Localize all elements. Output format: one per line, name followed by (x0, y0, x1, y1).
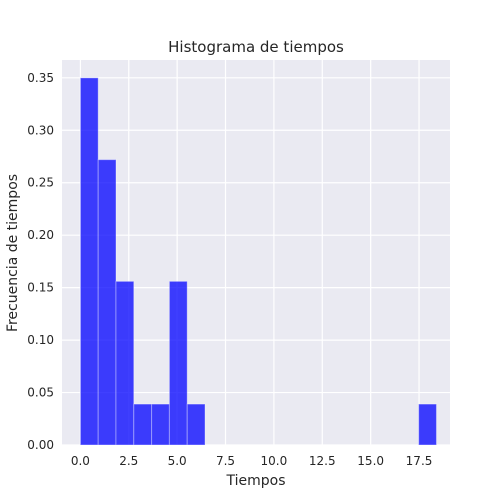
x-tick-label: 17.5 (406, 454, 433, 468)
y-axis-label: Frecuencia de tiempos (5, 174, 21, 332)
histogram-bar (133, 403, 153, 446)
x-axis-label: Tiempos (225, 473, 285, 489)
y-tick-label: 0.35 (27, 71, 54, 85)
y-tick-label: 0.10 (27, 333, 54, 347)
x-tick-label: 5.0 (168, 454, 187, 468)
y-tick-label: 0.05 (27, 386, 54, 400)
x-axis-ticks: 0.0 2.5 5.0 7.5 10.0 12.5 15.0 17.5 (71, 454, 433, 468)
x-tick-label: 12.5 (309, 454, 336, 468)
x-tick-label: 0.0 (71, 454, 90, 468)
x-tick-label: 7.5 (216, 454, 235, 468)
x-tick-label: 2.5 (119, 454, 138, 468)
histogram-bar (79, 77, 99, 446)
histogram-bar (115, 280, 135, 446)
y-tick-label: 0.20 (27, 228, 54, 242)
histogram-bar (418, 403, 437, 446)
y-tick-label: 0.15 (27, 281, 54, 295)
histogram-bar (168, 280, 188, 446)
x-tick-label: 15.0 (357, 454, 384, 468)
histogram-bar (186, 403, 206, 446)
chart-title: Histograma de tiempos (168, 38, 344, 56)
histogram-bar (97, 159, 117, 446)
bars (79, 77, 437, 446)
y-tick-label: 0.00 (27, 438, 54, 452)
x-tick-label: 10.0 (261, 454, 288, 468)
y-axis-ticks: 0.00 0.05 0.10 0.15 0.20 0.25 0.30 0.35 (27, 71, 54, 452)
y-tick-label: 0.25 (27, 176, 54, 190)
y-tick-label: 0.30 (27, 123, 54, 137)
histogram-bar (151, 403, 170, 446)
